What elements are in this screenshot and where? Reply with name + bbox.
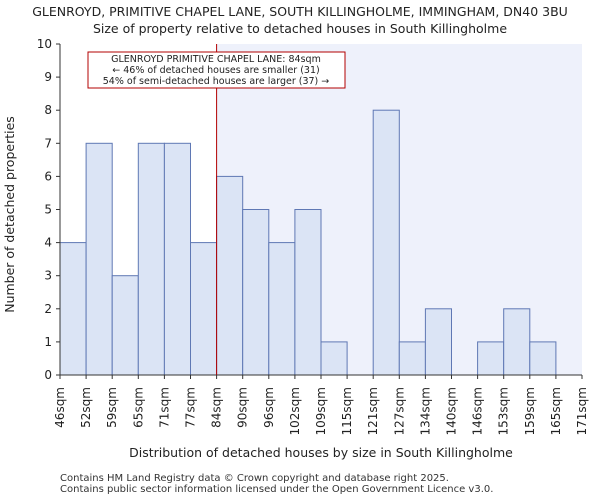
y-tick-label: 4 xyxy=(44,236,52,250)
annotation-line-3: 54% of semi-detached houses are larger (… xyxy=(103,76,330,87)
x-tick-label: 140sqm xyxy=(445,387,459,435)
x-tick-label: 153sqm xyxy=(497,387,511,435)
y-tick-label: 10 xyxy=(37,37,52,51)
bar-153sqm xyxy=(503,308,531,376)
x-tick-label: 134sqm xyxy=(418,387,432,435)
bar-59sqm xyxy=(111,275,139,376)
x-tick-label: 109sqm xyxy=(314,387,328,435)
x-tick-label: 96sqm xyxy=(262,387,276,428)
x-tick-label: 115sqm xyxy=(340,387,354,435)
bar-159sqm xyxy=(529,341,557,376)
bar-127sqm xyxy=(398,341,426,376)
y-tick-label: 0 xyxy=(44,368,52,382)
y-tick-label: 7 xyxy=(44,136,52,150)
x-tick-label: 84sqm xyxy=(210,387,224,428)
x-tick-label: 77sqm xyxy=(184,387,198,428)
bar-146sqm xyxy=(477,341,505,376)
bar-46sqm xyxy=(59,242,87,376)
chart-subtitle: Size of property relative to detached ho… xyxy=(92,21,508,36)
y-tick-label: 1 xyxy=(44,335,52,349)
bar-102sqm xyxy=(294,209,322,376)
x-tick-label: 165sqm xyxy=(549,387,563,435)
x-tick-label: 121sqm xyxy=(366,387,380,435)
y-tick-label: 6 xyxy=(44,169,52,183)
y-tick-label: 9 xyxy=(44,70,52,84)
x-tick-label: 90sqm xyxy=(236,387,250,428)
y-tick-label: 2 xyxy=(44,302,52,316)
footer-line-2: Contains public sector information licen… xyxy=(60,484,494,495)
x-tick-label: 65sqm xyxy=(131,387,145,428)
bar-84sqm xyxy=(216,175,244,376)
x-tick-label: 59sqm xyxy=(105,387,119,428)
chart: 0 1 2 3 4 5 6 7 8 9 10 46sqm 52sqm 59sqm 65sqm 71sqm 77s… xyxy=(2,37,589,460)
annotation-line-1: GLENROYD PRIMITIVE CHAPEL LANE: 84sqm xyxy=(111,54,321,65)
bar-65sqm xyxy=(137,142,165,376)
x-tick-label: 127sqm xyxy=(392,387,406,435)
bar-121sqm xyxy=(372,109,400,376)
annotation-line-2: ← 46% of detached houses are smaller (31… xyxy=(112,65,319,76)
x-tick-label: 46sqm xyxy=(53,387,67,428)
x-tick-label: 71sqm xyxy=(157,387,171,428)
x-axis-title: Distribution of detached houses by size … xyxy=(129,445,513,460)
y-tick-label: 3 xyxy=(44,269,52,283)
bar-134sqm xyxy=(424,308,452,376)
x-tick-label: 52sqm xyxy=(79,387,93,428)
x-tick-label: 146sqm xyxy=(471,387,485,435)
x-tick-label: 159sqm xyxy=(523,387,537,435)
footer-line-1: Contains HM Land Registry data © Crown c… xyxy=(60,473,449,484)
bar-52sqm xyxy=(85,142,113,376)
x-tick-label: 171sqm xyxy=(575,387,589,435)
y-axis-title: Number of detached properties xyxy=(2,116,17,313)
bar-77sqm xyxy=(190,242,218,376)
annotation-box xyxy=(87,51,346,89)
y-tick-label: 5 xyxy=(44,203,52,217)
x-tick-label: 102sqm xyxy=(288,387,302,435)
y-tick-label: 8 xyxy=(44,103,52,117)
bar-71sqm xyxy=(163,142,191,376)
bar-96sqm xyxy=(268,242,296,376)
chart-title: GLENROYD, PRIMITIVE CHAPEL LANE, SOUTH K… xyxy=(32,4,568,19)
bar-90sqm xyxy=(242,209,270,376)
bar-109sqm xyxy=(320,341,348,376)
